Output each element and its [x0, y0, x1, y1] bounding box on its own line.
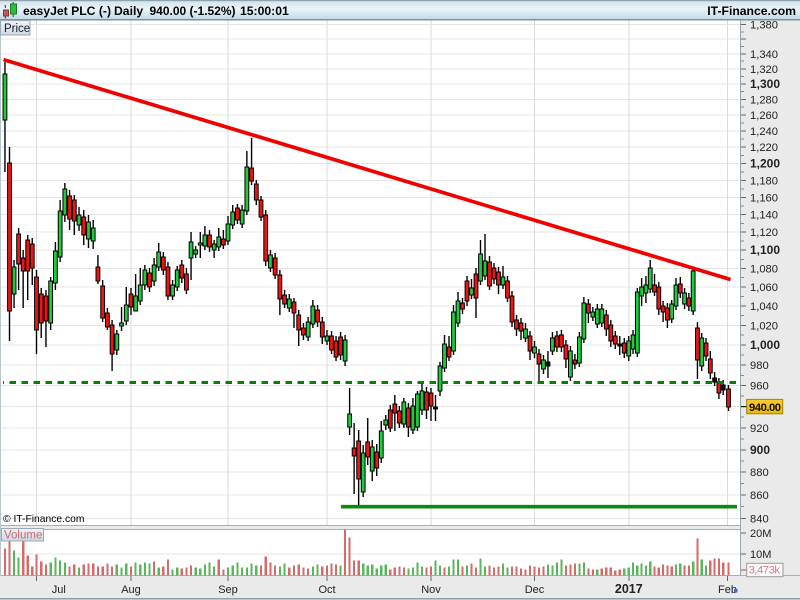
svg-text:1,160: 1,160	[750, 192, 778, 204]
svg-text:980: 980	[750, 360, 769, 372]
svg-text:easyJet PLC (-): easyJet PLC (-)	[23, 4, 111, 18]
svg-text:1,180: 1,180	[750, 175, 778, 187]
svg-text:3,473k: 3,473k	[749, 565, 781, 577]
svg-text:Price: Price	[4, 23, 30, 35]
svg-text:1,020: 1,020	[750, 320, 778, 332]
svg-text:1,060: 1,060	[750, 282, 778, 294]
svg-text:1,080: 1,080	[750, 263, 778, 275]
svg-text:1,240: 1,240	[750, 126, 778, 138]
svg-text:Feb: Feb	[718, 584, 737, 596]
svg-text:1,040: 1,040	[750, 301, 778, 313]
svg-text:© IT-Finance.com: © IT-Finance.com	[3, 514, 84, 525]
svg-text:1,200: 1,200	[750, 157, 780, 171]
svg-text:Jul: Jul	[52, 584, 66, 596]
svg-text:1,140: 1,140	[750, 210, 778, 222]
svg-text:Oct: Oct	[318, 584, 335, 596]
svg-text:1,260: 1,260	[750, 110, 778, 122]
svg-text:920: 920	[750, 423, 769, 435]
svg-text:940.00: 940.00	[749, 402, 781, 414]
svg-text:1,320: 1,320	[750, 64, 778, 76]
svg-text:15:00:01: 15:00:01	[240, 4, 289, 18]
svg-text:860: 860	[750, 490, 769, 502]
svg-text:1,340: 1,340	[750, 49, 778, 61]
svg-text:2017: 2017	[615, 582, 643, 596]
svg-text:1,380: 1,380	[750, 20, 778, 32]
svg-text:Nov: Nov	[421, 584, 441, 596]
svg-text:Volume: Volume	[4, 530, 42, 542]
svg-text:1,300: 1,300	[750, 77, 780, 91]
svg-text:900: 900	[750, 443, 770, 457]
svg-text:10M: 10M	[750, 549, 771, 561]
svg-text:960: 960	[750, 381, 769, 393]
svg-text:1,100: 1,100	[750, 243, 780, 257]
svg-text:1,280: 1,280	[750, 94, 778, 106]
svg-text:Aug: Aug	[121, 584, 141, 596]
svg-text:Sep: Sep	[218, 584, 238, 596]
svg-text:Dec: Dec	[525, 584, 545, 596]
svg-text:840: 840	[750, 514, 769, 526]
svg-text:IT-Finance.com: IT-Finance.com	[707, 4, 796, 18]
svg-text:940.00 (-1.52%): 940.00 (-1.52%)	[150, 4, 236, 18]
svg-text:1,000: 1,000	[750, 338, 780, 352]
svg-text:20M: 20M	[750, 528, 771, 540]
svg-text:1,120: 1,120	[750, 227, 778, 239]
svg-text:1,220: 1,220	[750, 142, 778, 154]
svg-text:Daily: Daily	[114, 4, 143, 18]
svg-text:880: 880	[750, 467, 769, 479]
